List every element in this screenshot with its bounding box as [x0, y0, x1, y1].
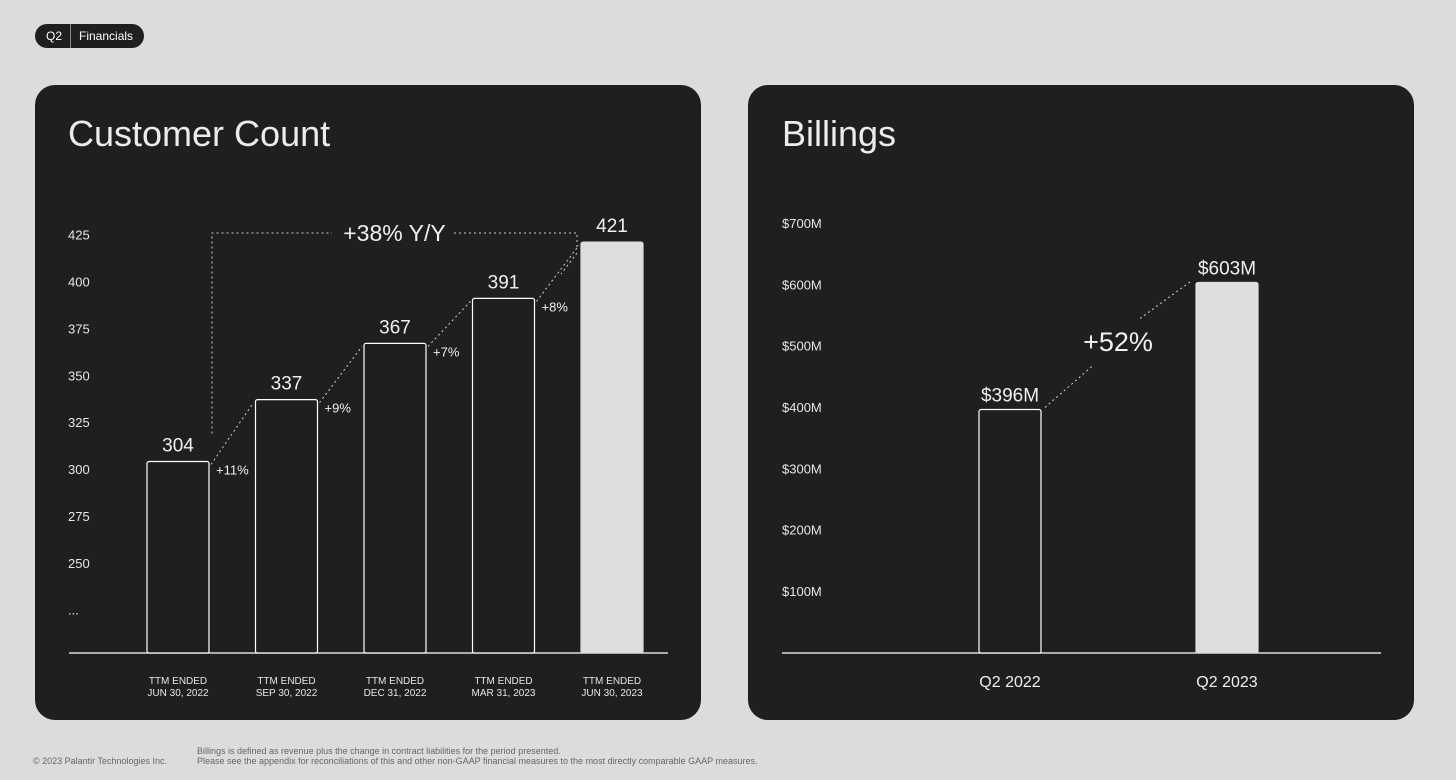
y-tick-label: 375 — [68, 321, 90, 336]
y-tick-label: 325 — [68, 415, 90, 430]
growth-connector — [536, 244, 580, 302]
customer-count-chart: Customer Count 425 400 375 350 325 300 275 250..… — [68, 113, 668, 699]
chart-title: Billings — [782, 113, 896, 154]
customer-count-panel: Customer Count 425 400 375 350 325 300 275 250..… — [35, 85, 701, 720]
bar-value-label: 304 — [162, 436, 194, 457]
bar — [580, 241, 644, 654]
badge-divider — [70, 24, 72, 48]
x-tick-label: TTM ENDED — [583, 676, 641, 687]
bar-value-label: 367 — [379, 317, 411, 338]
footnote-line-1: Billings is defined as revenue plus the … — [197, 746, 561, 756]
x-tick-label: Q2 2023 — [1196, 674, 1257, 691]
y-tick-label: $500M — [782, 339, 822, 354]
bar — [1195, 281, 1259, 654]
y-tick-label: $100M — [782, 584, 822, 599]
y-tick-label: 275 — [68, 509, 90, 524]
footnote-line-2: Please see the appendix for reconciliati… — [197, 756, 758, 766]
bar-value-label: 421 — [596, 216, 628, 237]
chart-title: Customer Count — [68, 113, 330, 154]
y-tick-label: 250 — [68, 556, 90, 571]
growth-connector — [427, 301, 471, 347]
y-tick-label: $300M — [782, 461, 822, 476]
growth-connector — [1044, 365, 1094, 408]
bar — [254, 399, 319, 654]
bar-value-label: $396M — [981, 385, 1039, 406]
bar — [363, 342, 427, 654]
y-tick-label: 350 — [68, 368, 90, 383]
x-tick-label: TTM ENDED — [474, 676, 532, 687]
x-tick-label: TTM ENDED — [149, 676, 207, 687]
yoy-bracket — [211, 232, 578, 434]
y-tick-label: $400M — [782, 400, 822, 415]
billings-chart: Billings $700M $600M $500M $400M $300M $200M $1… — [782, 113, 1381, 691]
bar-value-label: 391 — [488, 272, 520, 293]
x-tick-label: JUN 30, 2023 — [581, 688, 643, 699]
yoy-annotation: +38% Y/Y — [343, 220, 446, 246]
y-tick-label: $700M — [782, 216, 822, 231]
growth-label: +7% — [433, 344, 460, 359]
bar-value-label: 337 — [271, 374, 303, 395]
growth-label: +11% — [216, 463, 249, 478]
yoy-connector — [560, 252, 578, 275]
quarter-label: Q2 — [46, 29, 63, 43]
billings-panel: Billings $700M $600M $500M $400M $300M $200M $1… — [748, 85, 1414, 720]
y-tick-label: 400 — [68, 275, 90, 290]
x-tick-label: SEP 30, 2022 — [256, 688, 318, 699]
growth-connector — [319, 346, 363, 403]
copyright-text: © 2023 Palantir Technologies Inc. — [33, 756, 168, 766]
y-tick-label: $200M — [782, 523, 822, 538]
growth-annotation: +52% — [1083, 327, 1153, 357]
growth-label: +8% — [542, 299, 569, 314]
x-tick-label: MAR 31, 2023 — [472, 688, 536, 699]
x-tick-label: TTM ENDED — [257, 676, 315, 687]
bar — [471, 297, 536, 654]
y-tick-label: ... — [68, 603, 79, 618]
growth-connector — [1139, 280, 1193, 319]
y-tick-label: 300 — [68, 462, 90, 477]
bar — [146, 460, 210, 654]
bar-value-label: $603M — [1198, 259, 1256, 280]
bar — [978, 408, 1042, 654]
section-label: Financials — [79, 29, 134, 43]
y-tick-label: 425 — [68, 228, 90, 243]
growth-label: +9% — [325, 401, 352, 416]
y-tick-label: $600M — [782, 277, 822, 292]
x-tick-label: Q2 2022 — [979, 674, 1040, 691]
x-tick-label: DEC 31, 2022 — [364, 688, 427, 699]
growth-connector — [210, 402, 254, 465]
x-tick-label: JUN 30, 2022 — [147, 688, 209, 699]
section-badge: Q2 Financials — [35, 24, 145, 48]
x-tick-label: TTM ENDED — [366, 676, 424, 687]
